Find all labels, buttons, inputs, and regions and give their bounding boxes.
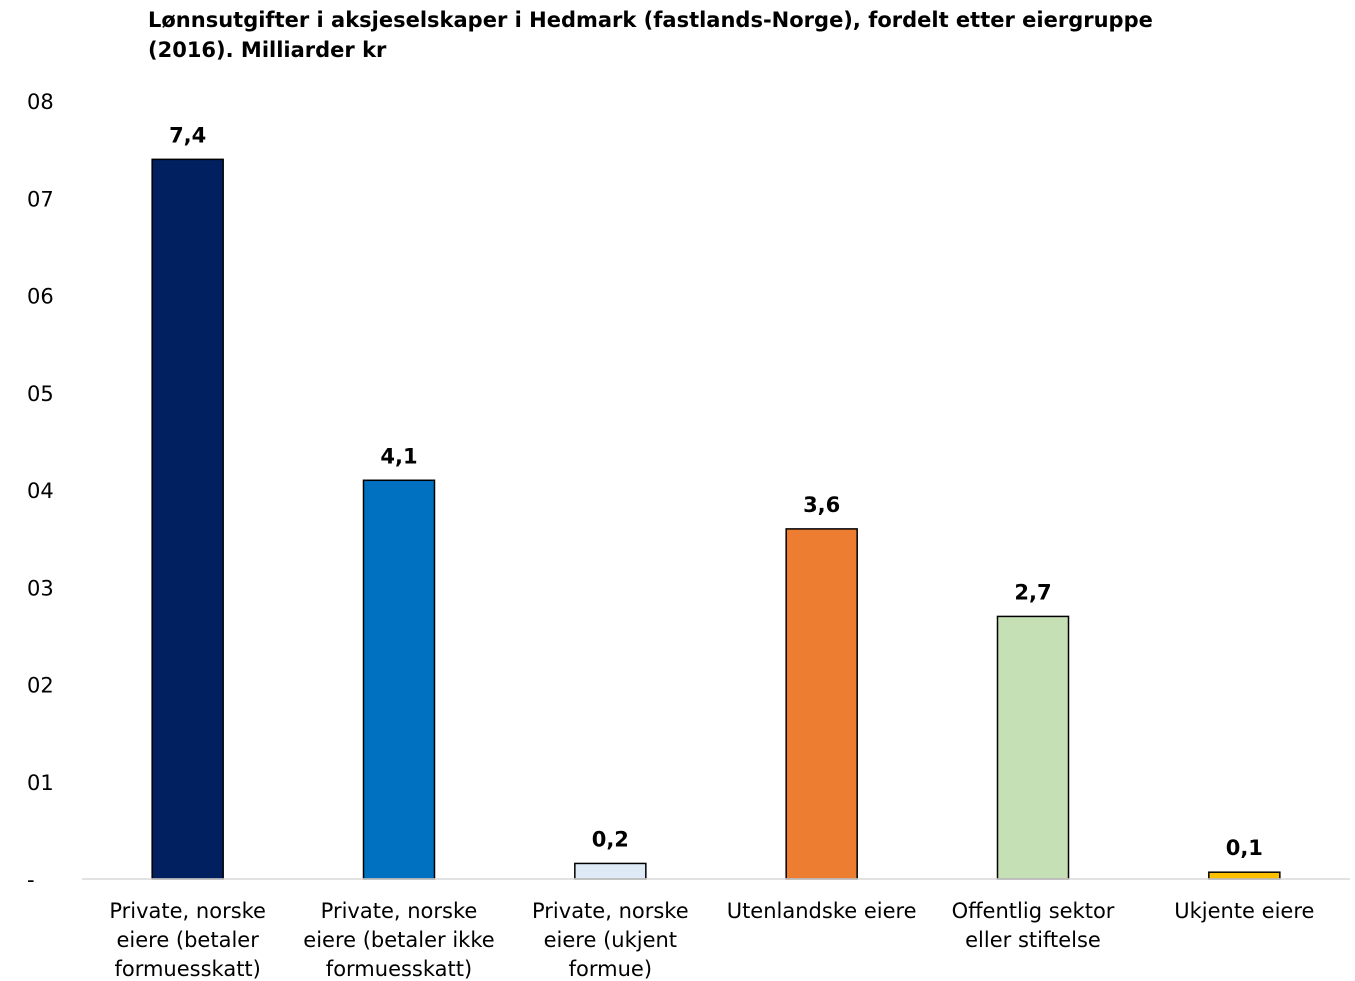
x-tick-label: formuesskatt) xyxy=(114,957,260,981)
data-label: 2,7 xyxy=(1014,580,1051,604)
chart-title-line: Lønnsutgifter i aksjeselskaper i Hedmark… xyxy=(148,8,1153,32)
chart-title: Lønnsutgifter i aksjeselskaper i Hedmark… xyxy=(148,8,1153,62)
x-tick-label: eiere (betaler ikke xyxy=(303,928,494,952)
bar xyxy=(574,862,647,880)
x-tick-label: formue) xyxy=(569,957,652,981)
x-tick-label: eiere (betaler xyxy=(116,928,259,952)
chart-title-line: (2016). Milliarder kr xyxy=(148,38,387,62)
y-tick-label: 01 xyxy=(27,771,54,795)
y-tick-label: 08 xyxy=(27,90,54,114)
x-tick-label: eiere (ukjent xyxy=(544,928,677,952)
y-axis: - 01 02 03 04 05 06 07 08 xyxy=(27,90,54,892)
x-axis: Private, norske eiere (betaler formuesskat… xyxy=(82,878,1350,981)
bar xyxy=(1208,871,1281,880)
y-tick-label: - xyxy=(27,868,35,892)
x-tick-label: Offentlig sektor xyxy=(952,899,1115,923)
data-label: 7,4 xyxy=(169,123,206,147)
x-tick-label: Private, norske xyxy=(109,899,266,923)
bar xyxy=(362,479,436,880)
y-tick-label: 07 xyxy=(27,187,54,211)
y-tick-label: 02 xyxy=(27,674,54,698)
y-tick-label: 05 xyxy=(27,382,54,406)
x-tick-label: formuesskatt) xyxy=(326,957,472,981)
data-label: 0,1 xyxy=(1226,836,1263,860)
x-tick-label: Private, norske xyxy=(321,899,478,923)
data-labels: 7,4 4,1 0,2 3,6 2,7 0,1 xyxy=(169,123,1263,860)
data-label: 4,1 xyxy=(380,444,417,468)
x-tick-label: Ukjente eiere xyxy=(1174,899,1314,923)
bar xyxy=(785,528,858,880)
bar xyxy=(151,158,224,880)
x-tick-label: Utenlandske eiere xyxy=(727,899,917,923)
x-tick-label: eller stiftelse xyxy=(965,928,1101,952)
x-tick-label: Private, norske xyxy=(532,899,689,923)
y-tick-label: 03 xyxy=(27,576,54,600)
data-label: 3,6 xyxy=(803,493,840,517)
y-tick-label: 06 xyxy=(27,285,54,309)
bars xyxy=(151,158,1281,880)
bar xyxy=(996,615,1070,880)
y-tick-label: 04 xyxy=(27,479,54,503)
data-label: 0,2 xyxy=(592,827,629,851)
